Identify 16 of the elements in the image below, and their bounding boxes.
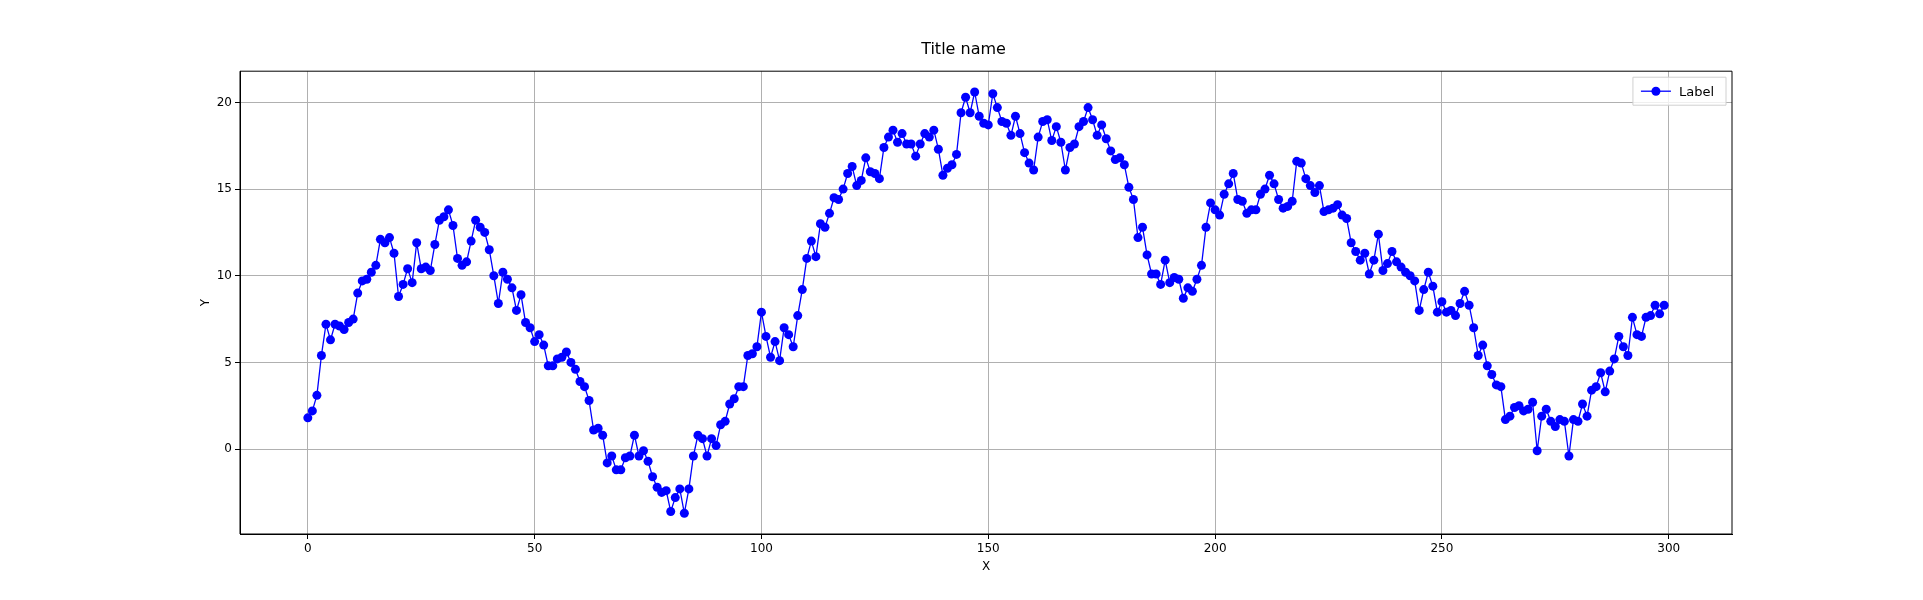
x-tick-label: 0 [304, 541, 312, 556]
x-tick-label: 100 [750, 541, 773, 556]
x-tick-label: 150 [976, 541, 1000, 556]
y-tick-label: 0 [224, 441, 232, 456]
x-axis-title: X [981, 558, 991, 573]
y-tick-label: 5 [224, 354, 232, 369]
y-tick-label: 10 [216, 267, 232, 282]
x-tick-label: 300 [1657, 541, 1681, 556]
legend-label: Label [1678, 83, 1715, 99]
x-tick-label: 200 [1203, 541, 1227, 556]
y-axis-title: Y [198, 298, 213, 308]
y-tick-label: 15 [216, 181, 232, 196]
y-tick-label: 20 [216, 94, 232, 109]
chart-title: Title name [920, 38, 1006, 58]
x-tick-label: 250 [1430, 541, 1454, 556]
x-tick-label: 50 [526, 541, 543, 556]
